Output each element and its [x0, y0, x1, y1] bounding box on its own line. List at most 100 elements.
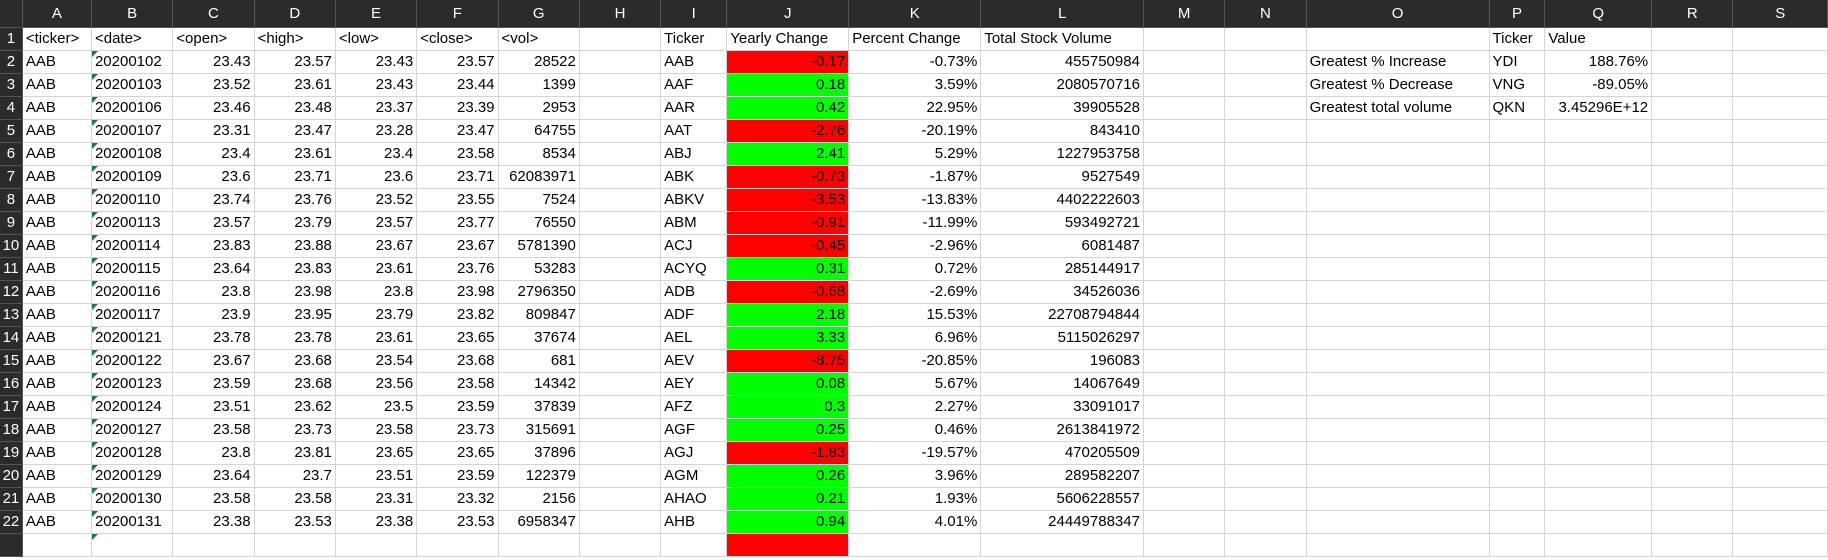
empty-cell[interactable]: [1544, 533, 1653, 557]
cell-summary-ticker[interactable]: ABJ: [660, 142, 728, 166]
cell-high[interactable]: 23.58: [254, 487, 336, 511]
cell-high[interactable]: 23.73: [254, 418, 336, 442]
empty-cell[interactable]: [1651, 487, 1734, 511]
cell-ticker[interactable]: AAB: [22, 441, 92, 465]
row-header[interactable]: 11: [0, 257, 23, 281]
cell-low[interactable]: 23.52: [335, 188, 418, 212]
empty-cell[interactable]: [1306, 142, 1490, 166]
cell-percent-change[interactable]: -2.96%: [848, 234, 982, 258]
cell-total-volume[interactable]: 6081487: [980, 234, 1144, 258]
empty-cell[interactable]: [1306, 303, 1490, 327]
cell-ticker[interactable]: AAB: [22, 487, 92, 511]
empty-cell[interactable]: [1732, 165, 1828, 189]
cell-percent-change[interactable]: -19.57%: [848, 441, 982, 465]
empty-cell[interactable]: [1732, 326, 1828, 350]
cell-percent-change[interactable]: -20.85%: [848, 349, 982, 373]
cell-high[interactable]: 23.83: [254, 257, 336, 281]
cell-low[interactable]: 23.54: [335, 349, 418, 373]
cell-summary-ticker[interactable]: ABKV: [660, 188, 728, 212]
row-header[interactable]: 18: [0, 418, 23, 442]
cell-total-volume[interactable]: 2080570716: [980, 73, 1144, 97]
empty-cell[interactable]: [1143, 27, 1226, 51]
cell-close[interactable]: 23.57: [416, 50, 499, 74]
cell-total-volume[interactable]: 4402222603: [980, 188, 1144, 212]
empty-cell[interactable]: [1732, 418, 1828, 442]
empty-cell[interactable]: [1224, 119, 1307, 143]
empty-cell[interactable]: [1224, 487, 1307, 511]
cell-ticker[interactable]: AAB: [22, 119, 92, 143]
cell-close[interactable]: 23.67: [416, 234, 499, 258]
empty-cell[interactable]: [579, 280, 662, 304]
cell-close[interactable]: 23.65: [416, 441, 499, 465]
empty-cell[interactable]: [1544, 303, 1653, 327]
row-header[interactable]: 6: [0, 142, 23, 166]
cell-yearly-change[interactable]: -0.17: [726, 50, 850, 74]
empty-cell[interactable]: [1224, 395, 1307, 419]
cell-ticker[interactable]: AAB: [22, 165, 92, 189]
column-header-i[interactable]: I: [660, 0, 728, 28]
cell-yearly-change[interactable]: -0.91: [726, 211, 850, 235]
empty-cell[interactable]: [579, 303, 662, 327]
cell-low[interactable]: 23.51: [335, 464, 418, 488]
cell-high[interactable]: 23.48: [254, 96, 336, 120]
column-header-o[interactable]: O: [1306, 0, 1490, 28]
empty-cell[interactable]: [1732, 349, 1828, 373]
cell-date[interactable]: 20200109: [91, 165, 174, 189]
cell-vol[interactable]: 2156: [498, 487, 580, 511]
column-header-a[interactable]: A: [22, 0, 92, 28]
empty-cell[interactable]: [1732, 234, 1828, 258]
empty-cell[interactable]: [1732, 487, 1828, 511]
cell-summary-ticker[interactable]: AGF: [660, 418, 728, 442]
empty-cell[interactable]: [1143, 441, 1226, 465]
cell-total-volume[interactable]: 14067649: [980, 372, 1144, 396]
empty-cell[interactable]: [1544, 280, 1653, 304]
empty-cell[interactable]: [579, 211, 662, 235]
cell-low[interactable]: 23.4: [335, 142, 418, 166]
empty-cell[interactable]: [1306, 165, 1490, 189]
empty-cell[interactable]: [1143, 119, 1226, 143]
empty-cell[interactable]: [1651, 349, 1734, 373]
cell-header-percent-change[interactable]: Percent Change: [848, 27, 982, 51]
cell-vol[interactable]: 122379: [498, 464, 580, 488]
empty-cell[interactable]: [579, 464, 662, 488]
empty-cell[interactable]: [1143, 395, 1226, 419]
empty-cell[interactable]: [579, 395, 662, 419]
empty-cell[interactable]: [1732, 395, 1828, 419]
column-header-q[interactable]: Q: [1544, 0, 1653, 28]
cell-open[interactable]: 23.4: [172, 142, 255, 166]
cell-total-volume[interactable]: 39905528: [980, 96, 1144, 120]
cell-open[interactable]: 23.78: [172, 326, 255, 350]
cell-total-volume[interactable]: 470205509: [980, 441, 1144, 465]
cell-yearly-change[interactable]: 0.21: [726, 487, 850, 511]
select-all-corner[interactable]: [0, 0, 23, 28]
row-header[interactable]: 16: [0, 372, 23, 396]
empty-cell[interactable]: [726, 533, 850, 557]
empty-cell[interactable]: [1143, 142, 1226, 166]
empty-cell[interactable]: [1306, 349, 1490, 373]
cell-date[interactable]: 20200128: [91, 441, 174, 465]
cell-high[interactable]: 23.76: [254, 188, 336, 212]
cell-yearly-change[interactable]: 2.18: [726, 303, 850, 327]
cell-vol[interactable]: 681: [498, 349, 580, 373]
empty-cell[interactable]: [1143, 73, 1226, 97]
empty-cell[interactable]: [1143, 533, 1226, 557]
cell-low[interactable]: 23.61: [335, 257, 418, 281]
cell-open[interactable]: 23.9: [172, 303, 255, 327]
cell-open[interactable]: 23.58: [172, 418, 255, 442]
cell-low[interactable]: 23.37: [335, 96, 418, 120]
column-header-g[interactable]: G: [498, 0, 580, 28]
empty-cell[interactable]: [1143, 257, 1226, 281]
cell-vol[interactable]: 315691: [498, 418, 580, 442]
empty-cell[interactable]: [579, 27, 662, 51]
cell-percent-change[interactable]: 2.27%: [848, 395, 982, 419]
cell-low[interactable]: 23.57: [335, 211, 418, 235]
empty-cell[interactable]: [1224, 50, 1307, 74]
cell-summary-ticker[interactable]: ADB: [660, 280, 728, 304]
empty-cell[interactable]: [1143, 165, 1226, 189]
empty-cell[interactable]: [1544, 441, 1653, 465]
cell-low[interactable]: 23.43: [335, 50, 418, 74]
empty-cell[interactable]: [1143, 349, 1226, 373]
empty-cell[interactable]: [1651, 73, 1734, 97]
cell-yearly-change[interactable]: -8.75: [726, 349, 850, 373]
cell-yearly-change[interactable]: 0.94: [726, 510, 850, 534]
